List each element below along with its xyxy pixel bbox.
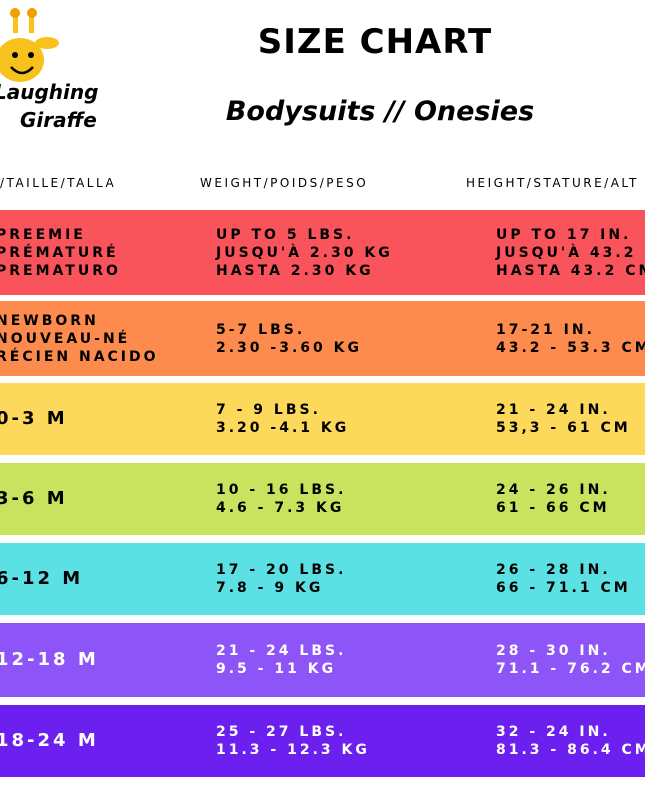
size-cell: 12-18 M (0, 651, 99, 669)
height-cell: 28 - 30 IN. 71.1 - 76.2 CM (496, 642, 645, 678)
cell-line: 17 - 20 LBS. (216, 562, 347, 578)
cell-line: 11.3 - 12.3 KG (216, 742, 370, 758)
column-header: /TAILLE/TALLA (0, 176, 117, 190)
cell-line: PRÉMATURÉ (0, 244, 119, 261)
size-row: NEWBORN NOUVEAU-NÉ RÉCIEN NACIDO 5-7 LBS. 2.… (0, 301, 645, 376)
cell-line: 66 - 71.1 CM (496, 580, 631, 596)
cell-line: 71.1 - 76.2 CM (496, 661, 645, 677)
cell-line: PREEMIE (0, 226, 86, 243)
size-cell: 6-12 M (0, 570, 83, 588)
cell-line: 7 - 9 LBS. (216, 402, 321, 418)
title: SIZE CHART (257, 22, 493, 62)
cell-line: 10 - 16 LBS. (216, 482, 347, 498)
weight-cell: 5-7 LBS. 2.30 -3.60 KG (216, 321, 362, 357)
cell-line: JUSQU'À 43.2 CM (496, 244, 645, 261)
cell-line: HASTA 43.2 CM (496, 262, 645, 279)
cell-line: 53,3 - 61 CM (496, 420, 631, 436)
height-cell: UP TO 17 IN.JUSQU'À 43.2 CMHASTA 43.2 CM (496, 226, 645, 280)
cell-line: 4.6 - 7.3 KG (216, 500, 345, 516)
cell-line: 26 - 28 IN. (496, 562, 611, 578)
cell-line: 7.8 - 9 KG (216, 580, 324, 596)
logo-text: Giraffe (20, 108, 97, 132)
weight-cell: 17 - 20 LBS. 7.8 - 9 KG (216, 561, 346, 597)
weight-cell: 25 - 27 LBS. 11.3 - 12.3 KG (216, 723, 370, 759)
cell-line: 25 - 27 LBS. (216, 724, 347, 740)
size-row: 6-12 M 17 - 20 LBS. 7.8 - 9 KG 26 - 28 IN. 6… (0, 543, 645, 615)
size-cell: NEWBORN NOUVEAU-NÉ RÉCIEN NACIDO (0, 312, 159, 366)
cell-line: 17-21 IN. (496, 321, 595, 338)
height-cell: 26 - 28 IN. 66 - 71.1 CM (496, 561, 631, 597)
cell-line: 9.5 - 11 KG (216, 661, 337, 677)
cell-line: NOUVEAU-NÉ (0, 330, 131, 347)
cell-line: 21 - 24 LBS. (216, 643, 347, 659)
height-cell: 32 - 24 IN. 81.3 - 86.4 CM (496, 723, 645, 759)
size-row: 3-6 M 10 - 16 LBS. 4.6 - 7.3 KG 24 - 26 IN.… (0, 463, 645, 535)
size-row: 0-3 M 7 - 9 LBS. 3.20 -4.1 KG 21 - 24 IN. 53… (0, 383, 645, 455)
logo-text: Laughing (0, 80, 99, 104)
cell-line: RÉCIEN NACIDO (0, 348, 159, 365)
cell-line: 32 - 24 IN. (496, 724, 611, 740)
cell-line: 3.20 -4.1 KG (216, 420, 350, 436)
size-row: 12-18 M 21 - 24 LBS. 9.5 - 11 KG 28 - 30 IN… (0, 623, 645, 697)
cell-line: HASTA 2.30 KG (216, 262, 374, 279)
cell-line: 61 - 66 CM (496, 500, 610, 516)
cell-line: UP TO 17 IN. (496, 226, 632, 243)
cell-line: NEWBORN (0, 312, 99, 329)
cell-line: JUSQU'À 2.30 KG (216, 244, 393, 261)
giraffe-logo (0, 8, 59, 82)
cell-line: 0-3 M (0, 408, 68, 429)
cell-line: 81.3 - 86.4 CM (496, 742, 645, 758)
height-cell: 21 - 24 IN. 53,3 - 61 CM (496, 401, 631, 437)
cell-line: UP TO 5 LBS. (216, 226, 355, 243)
height-cell: 17-21 IN. 43.2 - 53.3 CM (496, 321, 645, 357)
cell-line: 12-18 M (0, 649, 99, 670)
cell-line: 5-7 LBS. (216, 321, 306, 338)
cell-line: 24 - 26 IN. (496, 482, 611, 498)
cell-line: 21 - 24 IN. (496, 402, 611, 418)
size-cell: 0-3 M (0, 410, 68, 428)
size-cell: PREEMIE PRÉMATURÉ PREMATURO (0, 226, 121, 280)
weight-cell: 10 - 16 LBS. 4.6 - 7.3 KG (216, 481, 346, 517)
cell-line: 28 - 30 IN. (496, 643, 611, 659)
size-cell: 18-24 M (0, 732, 99, 750)
weight-cell: 21 - 24 LBS. 9.5 - 11 KG (216, 642, 346, 678)
weight-cell: 7 - 9 LBS. 3.20 -4.1 KG (216, 401, 349, 437)
cell-line: 43.2 - 53.3 CM (496, 339, 645, 356)
cell-line: 2.30 -3.60 KG (216, 339, 362, 356)
cell-line: PREMATURO (0, 262, 121, 279)
column-header: HEIGHT/STATURE/ALT (466, 176, 639, 190)
cell-line: 6-12 M (0, 568, 84, 589)
column-header: WEIGHT/POIDS/PESO (200, 176, 369, 190)
cell-line: 18-24 M (0, 730, 99, 751)
size-cell: 3-6 M (0, 490, 68, 508)
weight-cell: UP TO 5 LBS. JUSQU'À 2.30 KG HASTA 2.30 KG (216, 226, 393, 280)
subtitle: Bodysuits // Onesies (225, 96, 535, 127)
cell-line: 3-6 M (0, 488, 68, 509)
size-row: 18-24 M 25 - 27 LBS. 11.3 - 12.3 KG 32 - 24… (0, 705, 645, 777)
height-cell: 24 - 26 IN. 61 - 66 CM (496, 481, 611, 517)
size-row: PREEMIE PRÉMATURÉ PREMATURO UP TO 5 LBS. JUS… (0, 210, 645, 295)
